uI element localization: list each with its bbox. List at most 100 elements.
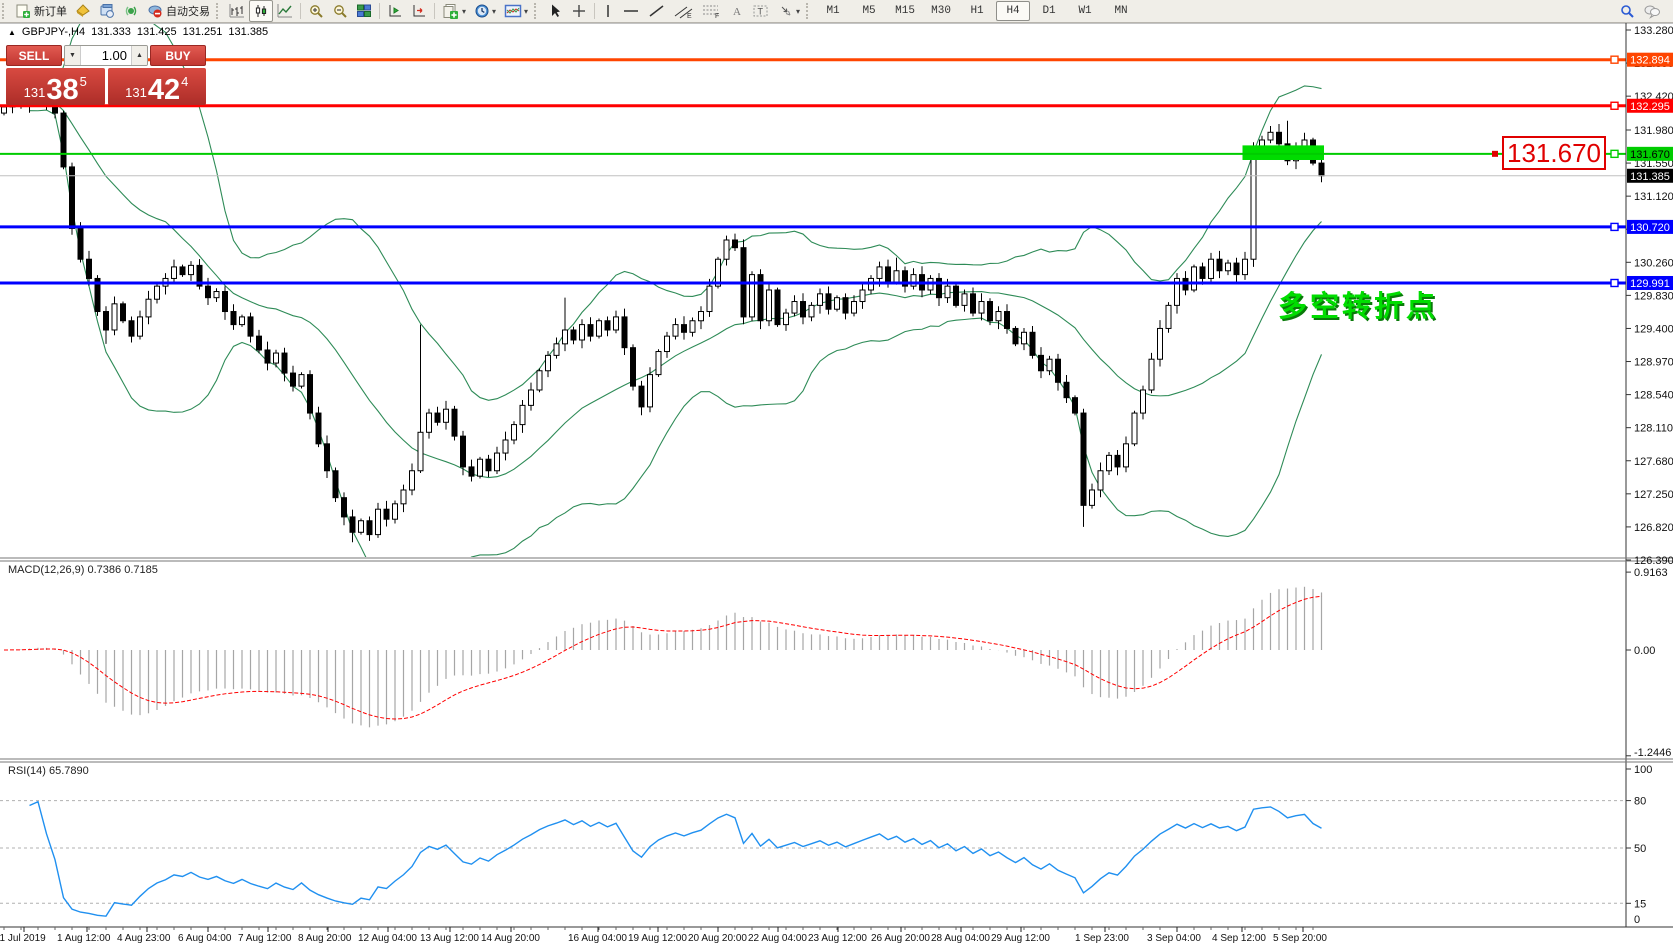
svg-text:15: 15 <box>1634 898 1646 910</box>
sell-price-display[interactable]: 131 38 5 <box>6 68 105 105</box>
timeframe-mn-button[interactable]: MN <box>1114 5 1128 17</box>
cursor-button[interactable] <box>543 0 567 22</box>
candles <box>1 87 1325 543</box>
low-value: 131.251 <box>182 26 223 38</box>
line-anchor-marker <box>1610 55 1619 64</box>
chat-button[interactable] <box>1639 0 1665 22</box>
autotrading-button[interactable]: 自动交易 <box>143 0 214 22</box>
chart-shift-icon <box>389 5 401 17</box>
volume-down-button[interactable]: ▼ <box>65 46 81 65</box>
svg-text:29 Aug 12:00: 29 Aug 12:00 <box>991 933 1050 944</box>
vline-button[interactable] <box>598 0 618 22</box>
text-icon: A <box>733 6 741 18</box>
svg-text:126.390: 126.390 <box>1634 555 1673 567</box>
macd-signal-value: 0.7185 <box>124 564 158 576</box>
new-chart-button[interactable]: ▾ <box>438 0 470 22</box>
timeframe-m30-button[interactable]: M30 <box>931 5 951 17</box>
volume-stepper: ▼ ▲ <box>64 45 148 66</box>
fibonacci-icon: F <box>703 5 719 19</box>
timeframe-m15-button[interactable]: M15 <box>895 5 915 17</box>
profiles-button[interactable]: ▾ <box>500 0 532 22</box>
timeframe-m1-button[interactable]: M1 <box>826 5 840 17</box>
timeframe-d1-button[interactable]: D1 <box>1042 5 1056 17</box>
trendline-button[interactable] <box>644 0 670 22</box>
price-axis: 133.280132.850132.420131.980131.550131.1… <box>1626 25 1673 567</box>
zoom-out-button[interactable] <box>328 0 352 22</box>
svg-text:23 Aug 12:00: 23 Aug 12:00 <box>808 933 867 944</box>
svg-text:1 Sep 23:00: 1 Sep 23:00 <box>1075 933 1129 944</box>
cursor-icon <box>552 4 561 17</box>
crosshair-button[interactable] <box>567 0 591 22</box>
timeframe-h1-button[interactable]: H1 <box>970 5 984 17</box>
auto-scroll-button[interactable] <box>407 0 431 22</box>
line-chart-button[interactable] <box>273 0 297 22</box>
buy-price-big: 42 <box>147 74 181 106</box>
text-button[interactable]: A <box>726 0 748 22</box>
rsi-line <box>29 800 1322 917</box>
buy-price-prefix: 131 <box>125 85 147 100</box>
sell-price-prefix: 131 <box>23 85 46 100</box>
zoom-in-button[interactable] <box>304 0 328 22</box>
fibonacci-button[interactable]: F <box>698 0 726 22</box>
timeframe-h4-button[interactable]: H4 <box>996 1 1031 21</box>
period-clock-button[interactable]: ▾ <box>470 0 500 22</box>
sell-price-big: 38 <box>46 74 79 106</box>
shapes-arrows-icon <box>781 6 791 16</box>
buy-button[interactable]: BUY <box>150 45 206 66</box>
buy-price-display[interactable]: 131 42 4 <box>107 68 206 106</box>
svg-text:0.00: 0.00 <box>1634 645 1655 657</box>
high-value: 131.425 <box>136 26 177 38</box>
navigator-button[interactable] <box>95 0 119 22</box>
highlight-box[interactable] <box>1242 145 1325 160</box>
svg-text:133.280: 133.280 <box>1634 25 1673 37</box>
search-button[interactable] <box>1615 0 1639 22</box>
volume-up-button[interactable]: ▲ <box>131 46 147 65</box>
volume-input[interactable] <box>81 46 131 65</box>
terminal-button[interactable] <box>119 0 143 22</box>
auto-scroll-icon <box>413 5 425 17</box>
dropdown-arrow-icon: ▾ <box>462 6 467 16</box>
svg-text:19 Aug 12:00: 19 Aug 12:00 <box>628 933 687 944</box>
toolbar-grip <box>534 3 541 19</box>
hline-button[interactable] <box>618 0 644 22</box>
line-anchor-marker <box>1610 149 1619 159</box>
symbol-marker-icon: ▲ <box>8 27 16 37</box>
rsi-name: RSI(14) <box>8 765 46 777</box>
market-watch-button[interactable] <box>71 0 95 22</box>
autotrading-icon <box>148 5 162 18</box>
dropdown-arrow-icon: ▾ <box>492 6 497 16</box>
sell-button[interactable]: SELL <box>6 45 62 66</box>
candlestick-button[interactable] <box>249 0 273 22</box>
timeframe-w1-button[interactable]: W1 <box>1078 5 1092 17</box>
autotrading-label: 自动交易 <box>166 6 210 18</box>
buy-price-sup: 4 <box>181 74 189 89</box>
bar-chart-button[interactable] <box>225 0 249 22</box>
svg-text:8 Aug 20:00: 8 Aug 20:00 <box>298 933 352 944</box>
svg-text:127.680: 127.680 <box>1634 456 1673 468</box>
rsi-indicator-label: RSI(14) 65.7890 <box>8 765 89 777</box>
annotation-text[interactable]: 多空转折点 <box>1278 291 1439 323</box>
chart-shift-button[interactable] <box>383 0 407 22</box>
zoom-out-icon <box>334 5 347 18</box>
svg-text:129.991: 129.991 <box>1630 278 1670 290</box>
profiles-icon <box>504 4 522 18</box>
svg-text:F: F <box>715 13 719 19</box>
svg-text:-1.2446: -1.2446 <box>1634 747 1671 759</box>
channel-button[interactable]: E <box>670 0 698 22</box>
svg-text:80: 80 <box>1634 796 1646 808</box>
text-label-button[interactable]: T <box>748 0 774 22</box>
shapes-button[interactable]: ▾ <box>774 0 804 22</box>
hline-icon <box>624 10 639 12</box>
svg-text:4 Aug 23:00: 4 Aug 23:00 <box>117 933 171 944</box>
close-value: 131.385 <box>228 26 269 38</box>
svg-text:14 Aug 20:00: 14 Aug 20:00 <box>481 933 540 944</box>
svg-text:12 Aug 04:00: 12 Aug 04:00 <box>358 933 417 944</box>
new-order-button[interactable]: 新订单 <box>11 0 71 22</box>
tile-windows-button[interactable] <box>352 0 376 22</box>
open-value: 131.333 <box>91 26 131 38</box>
svg-text:131.980: 131.980 <box>1634 125 1673 137</box>
price-callout-box[interactable]: 131.670 <box>1502 136 1606 170</box>
timeframe-m5-button[interactable]: M5 <box>862 5 876 17</box>
